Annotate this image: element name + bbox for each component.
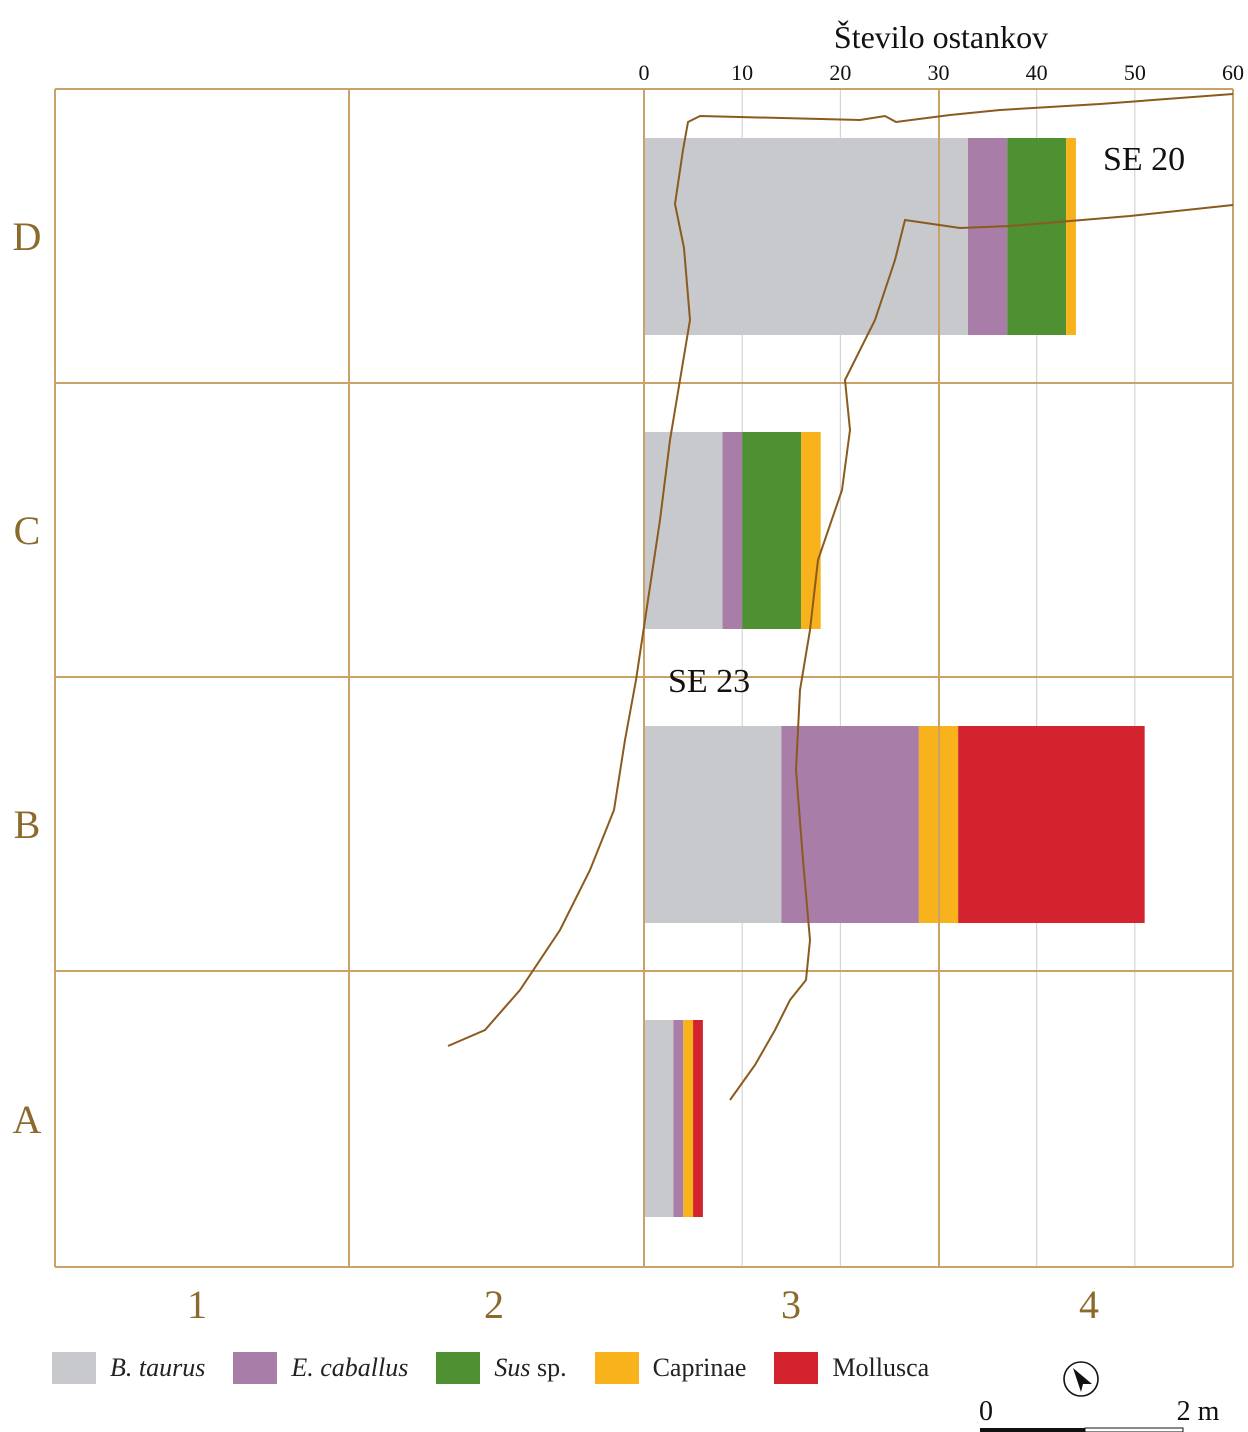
scale-bar: 0 2 m (979, 1396, 1220, 1432)
bar-segment (781, 726, 919, 923)
x-tick-label: 20 (829, 60, 851, 85)
legend-label: Caprinae (652, 1353, 747, 1382)
row-label: A (13, 1097, 42, 1142)
legend-label: Sus sp. (494, 1353, 567, 1382)
bar-segment (644, 726, 782, 923)
bar-segment (1007, 138, 1067, 335)
column-label: 1 (187, 1282, 207, 1327)
x-tick-label: 60 (1222, 60, 1244, 85)
bar-segment (644, 432, 723, 629)
row-label: B (14, 802, 41, 847)
bar-segment (958, 726, 1145, 923)
x-tick-label: 10 (731, 60, 753, 85)
column-label: 3 (781, 1282, 801, 1327)
north-arrow-icon (1063, 1361, 1099, 1397)
bar-segment (644, 1020, 674, 1217)
bar-segment (644, 138, 968, 335)
bar-segment (673, 1020, 684, 1217)
x-tick-label: 50 (1124, 60, 1146, 85)
bar-segment (693, 1020, 703, 1217)
x-tick-label: 0 (639, 60, 650, 85)
bar-segment (722, 432, 743, 629)
row-labels: D C B A (13, 214, 42, 1142)
column-labels: 1 2 3 4 (187, 1282, 1099, 1327)
annotation-se23: SE 23 (668, 663, 750, 700)
x-tick-label: 30 (928, 60, 950, 85)
row-label: D (13, 214, 42, 259)
chart-title: Število ostankov (834, 19, 1048, 55)
legend-label: Mollusca (832, 1353, 930, 1382)
bar-segment (742, 432, 802, 629)
legend-item: B. taurus (52, 1352, 205, 1384)
scale-bar-start-label: 0 (979, 1396, 993, 1427)
bar-segment (1066, 138, 1076, 335)
legend-item: Sus sp. (436, 1352, 567, 1384)
trench-grid (54, 88, 1234, 1268)
legend-swatch (436, 1352, 481, 1384)
legend-label: B. taurus (110, 1353, 206, 1382)
legend-item: Caprinae (594, 1352, 747, 1384)
x-tick-labels: 0 10 20 30 40 50 60 (639, 60, 1245, 85)
x-tick-label: 40 (1026, 60, 1048, 85)
legend-label: E. caballus (291, 1353, 409, 1382)
legend-swatch (594, 1352, 639, 1384)
legend-item: Mollusca (774, 1352, 929, 1384)
annotation-se20: SE 20 (1103, 141, 1185, 178)
stacked-bars (644, 138, 1145, 1217)
column-label: 4 (1079, 1282, 1099, 1327)
legend-item: E. caballus (233, 1352, 408, 1384)
feature-outline-se20 (447, 93, 1234, 1047)
feature-outline-se23 (729, 204, 1234, 1101)
legend-swatch (233, 1352, 278, 1384)
legend-swatch (52, 1352, 96, 1384)
legend: B. taurus E. caballus Sus sp. Caprinae Mollu… (52, 1352, 957, 1384)
bar-segment (967, 138, 1008, 335)
scale-bar-end-label: 2 m (1177, 1396, 1220, 1427)
column-label: 2 (484, 1282, 504, 1327)
bar-segment (683, 1020, 694, 1217)
row-label: C (14, 508, 41, 553)
bar-segment (801, 432, 821, 629)
legend-swatch (774, 1352, 819, 1384)
